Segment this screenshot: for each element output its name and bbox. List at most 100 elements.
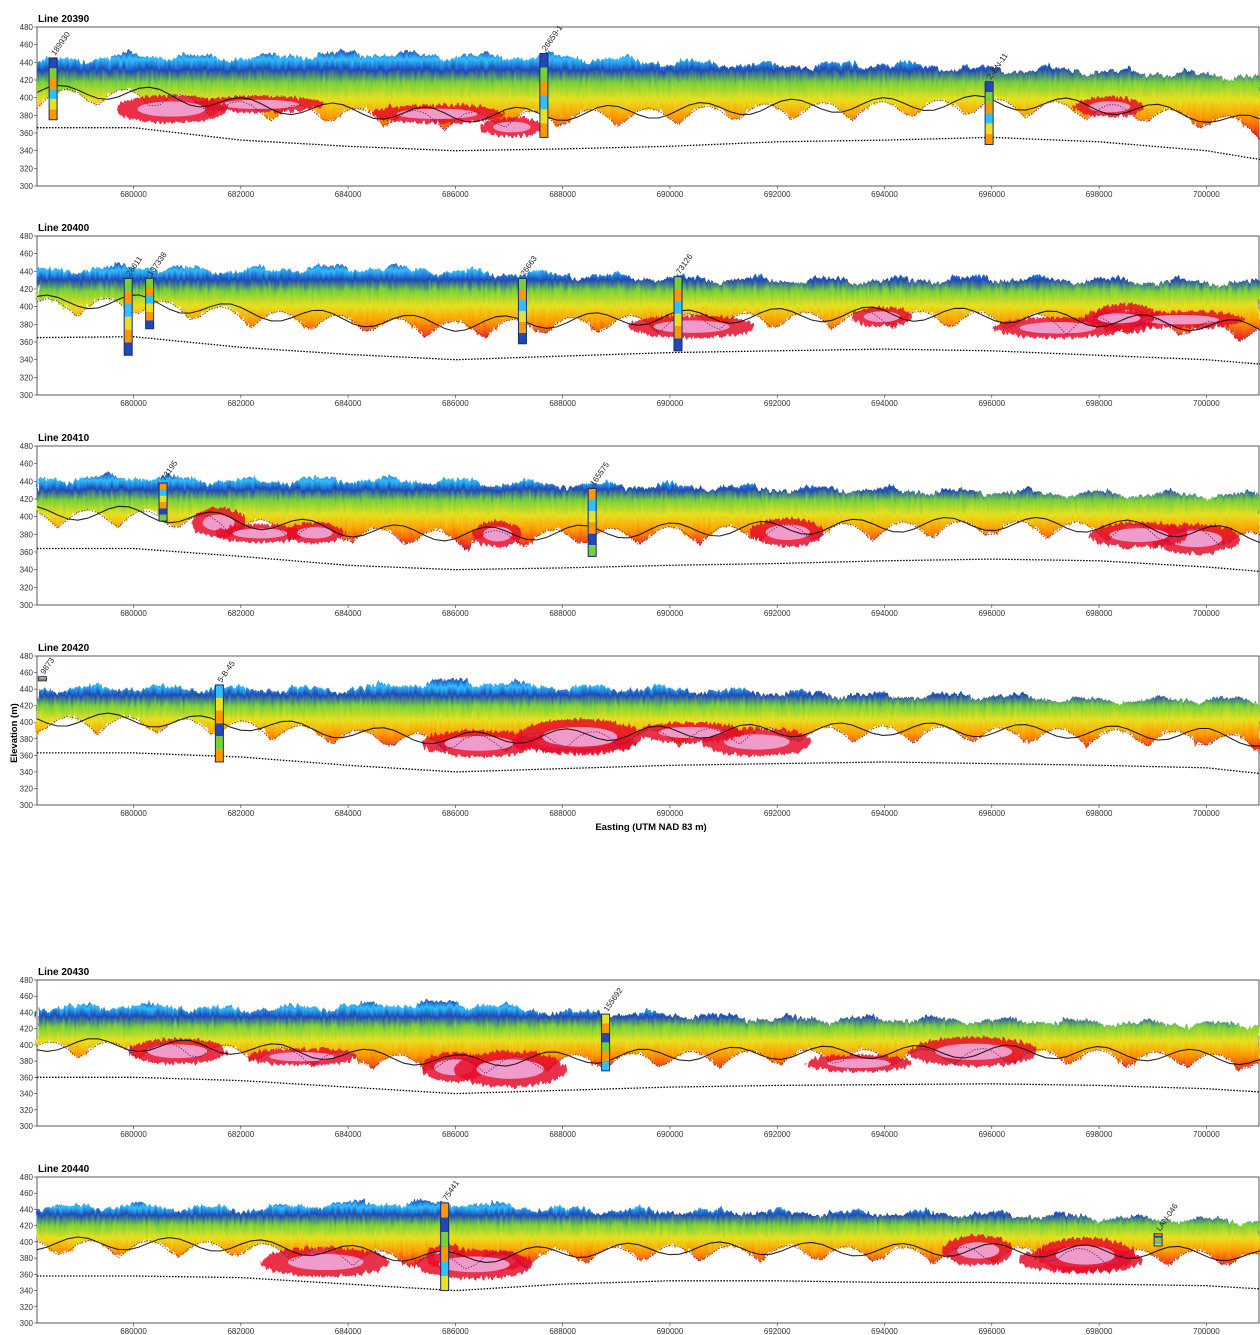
interpreted-boundary — [36, 1038, 1260, 1067]
y-tick-label: 480 — [20, 976, 34, 985]
well-label: 73126 — [674, 252, 694, 276]
y-tick-label: 300 — [20, 801, 34, 810]
well-segment — [124, 316, 133, 330]
x-tick-label: 680000 — [120, 609, 147, 618]
well-label: 5-B-45 — [216, 659, 237, 684]
y-tick-label: 420 — [20, 1222, 34, 1231]
x-tick-label: 692000 — [764, 190, 791, 199]
interpreted-boundary — [36, 712, 1260, 747]
well-segment — [588, 511, 597, 523]
panel-title: Line 20420 — [38, 643, 90, 654]
panel-3: Line 20410 300 320 340 360 380 400 420 440 460 480… — [20, 433, 1260, 618]
y-tick-label: 480 — [20, 652, 34, 661]
x-tick-label: 696000 — [978, 190, 1005, 199]
well-segment — [215, 736, 224, 750]
x-tick-label: 684000 — [335, 1130, 362, 1139]
x-tick-label: 700000 — [1193, 1327, 1220, 1335]
y-tick-label: 320 — [20, 1303, 34, 1312]
well-outline — [1153, 1233, 1163, 1247]
well-segment — [49, 78, 58, 89]
well-segment — [124, 342, 133, 356]
conductor-core — [957, 1242, 1000, 1259]
y-tick-label: 460 — [20, 41, 34, 50]
well-segment — [588, 499, 597, 512]
well-segment — [215, 697, 224, 711]
x-tick-label: 696000 — [978, 609, 1005, 618]
y-tick-label: 460 — [20, 460, 34, 469]
well-segment — [674, 326, 683, 339]
well-segment — [539, 95, 548, 110]
well-outline — [601, 1013, 611, 1072]
y-tick-label: 440 — [20, 1008, 34, 1017]
y-tick-label: 340 — [20, 1090, 34, 1099]
well-segment — [601, 1051, 610, 1062]
well-segment — [145, 278, 154, 287]
x-tick-label: 698000 — [1086, 1327, 1113, 1335]
y-tick-label: 480 — [20, 232, 34, 241]
well-outline — [587, 487, 597, 557]
well-segment — [539, 123, 548, 138]
y-tick-label: 320 — [20, 164, 34, 173]
well-segment — [985, 92, 994, 103]
x-tick-label: 688000 — [549, 809, 576, 818]
y-tick-label: 320 — [20, 784, 34, 793]
x-tick-label: 698000 — [1086, 399, 1113, 408]
depth-of-investigation — [36, 88, 1260, 140]
interpreted-boundary — [36, 505, 1260, 544]
x-tick-label: 692000 — [764, 809, 791, 818]
y-tick-label: 360 — [20, 1270, 34, 1279]
x-tick-label: 690000 — [657, 609, 684, 618]
interpreted-boundary — [36, 294, 1260, 332]
x-tick-label: 684000 — [335, 809, 362, 818]
well-segment — [539, 53, 548, 68]
panel-4: Line 20420 300 320 340 360 380 400 420 440 460 480… — [20, 643, 1260, 818]
well-segment — [49, 109, 58, 120]
well-label: 189930 — [49, 30, 72, 57]
well-segment — [49, 99, 58, 110]
x-tick-label: 700000 — [1193, 190, 1220, 199]
x-tick-label: 686000 — [442, 1130, 469, 1139]
well-segment — [985, 134, 994, 145]
well-segment — [985, 81, 994, 93]
well-segment — [985, 102, 994, 114]
well-segment — [440, 1202, 449, 1218]
y-tick-label: 400 — [20, 94, 34, 103]
bedrock-surface — [37, 1275, 1260, 1292]
conductor-core — [137, 101, 206, 117]
well-segment — [124, 304, 133, 317]
well-outline — [539, 53, 549, 138]
y-tick-label: 420 — [20, 1025, 34, 1034]
panel-6: Line 20440 300 320 340 360 380 400 420 440 460 480… — [20, 1164, 1260, 1335]
well-segment — [440, 1217, 449, 1233]
well-segment — [601, 1032, 610, 1043]
resistivity-section — [37, 678, 1260, 754]
x-tick-label: 682000 — [227, 1327, 254, 1335]
resistivity-section — [37, 50, 1260, 140]
x-tick-label: 694000 — [871, 1130, 898, 1139]
well-segment — [1154, 1241, 1163, 1244]
x-tick-label: 682000 — [227, 399, 254, 408]
conductor-core — [396, 108, 478, 120]
well-segment — [215, 710, 224, 724]
y-tick-label: 380 — [20, 735, 34, 744]
conductor-core — [1088, 101, 1131, 113]
y-tick-label: 300 — [20, 1122, 34, 1131]
well-segment — [985, 113, 994, 124]
x-tick-label: 698000 — [1086, 609, 1113, 618]
well-outline — [440, 1202, 450, 1292]
x-tick-label: 688000 — [549, 190, 576, 199]
y-tick-label: 400 — [20, 1238, 34, 1247]
x-tick-label: 682000 — [227, 609, 254, 618]
well-segment — [674, 313, 683, 327]
well-segment — [1154, 1239, 1163, 1242]
conductor-core — [438, 1256, 510, 1273]
well-segment — [518, 300, 527, 312]
conductor-core — [1109, 528, 1169, 543]
well-segment — [145, 303, 154, 312]
x-tick-label: 682000 — [227, 809, 254, 818]
y-tick-label: 300 — [20, 1319, 34, 1328]
y-tick-label: 420 — [20, 495, 34, 504]
well-segment — [985, 123, 994, 135]
x-tick-label: 694000 — [871, 609, 898, 618]
